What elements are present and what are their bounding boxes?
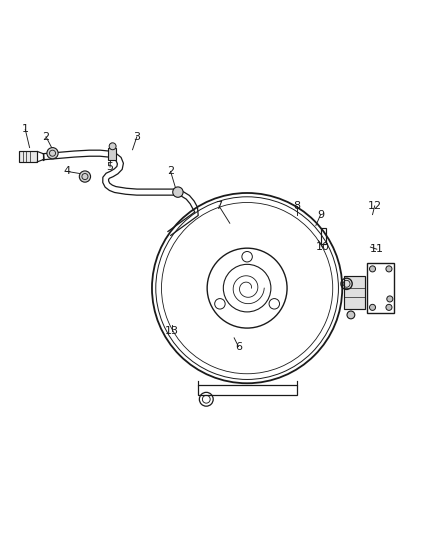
Text: 10: 10 bbox=[316, 242, 330, 252]
Text: 2: 2 bbox=[42, 132, 49, 142]
Bar bbox=[108, 149, 116, 160]
Text: 7: 7 bbox=[215, 201, 223, 211]
Bar bbox=[367, 263, 394, 313]
Circle shape bbox=[386, 304, 392, 310]
Text: 2: 2 bbox=[167, 166, 174, 176]
Circle shape bbox=[387, 296, 393, 302]
Circle shape bbox=[47, 148, 58, 159]
Circle shape bbox=[370, 266, 375, 272]
Text: 9: 9 bbox=[317, 209, 324, 220]
Text: 4: 4 bbox=[63, 166, 71, 176]
Bar bbox=[321, 228, 326, 244]
Text: 5: 5 bbox=[106, 162, 113, 172]
Circle shape bbox=[79, 171, 91, 182]
Bar bbox=[344, 276, 365, 309]
Text: 11: 11 bbox=[370, 244, 384, 254]
Circle shape bbox=[347, 311, 355, 319]
Bar bbox=[198, 385, 297, 395]
Text: 6: 6 bbox=[235, 342, 242, 351]
Circle shape bbox=[386, 266, 392, 272]
Circle shape bbox=[173, 187, 183, 197]
Text: 1: 1 bbox=[22, 124, 29, 134]
Text: 12: 12 bbox=[367, 201, 382, 211]
Text: 13: 13 bbox=[165, 326, 179, 336]
Text: 3: 3 bbox=[133, 132, 140, 142]
Circle shape bbox=[370, 304, 375, 310]
Text: 8: 8 bbox=[293, 201, 300, 211]
Bar bbox=[19, 151, 37, 162]
Circle shape bbox=[109, 143, 116, 150]
